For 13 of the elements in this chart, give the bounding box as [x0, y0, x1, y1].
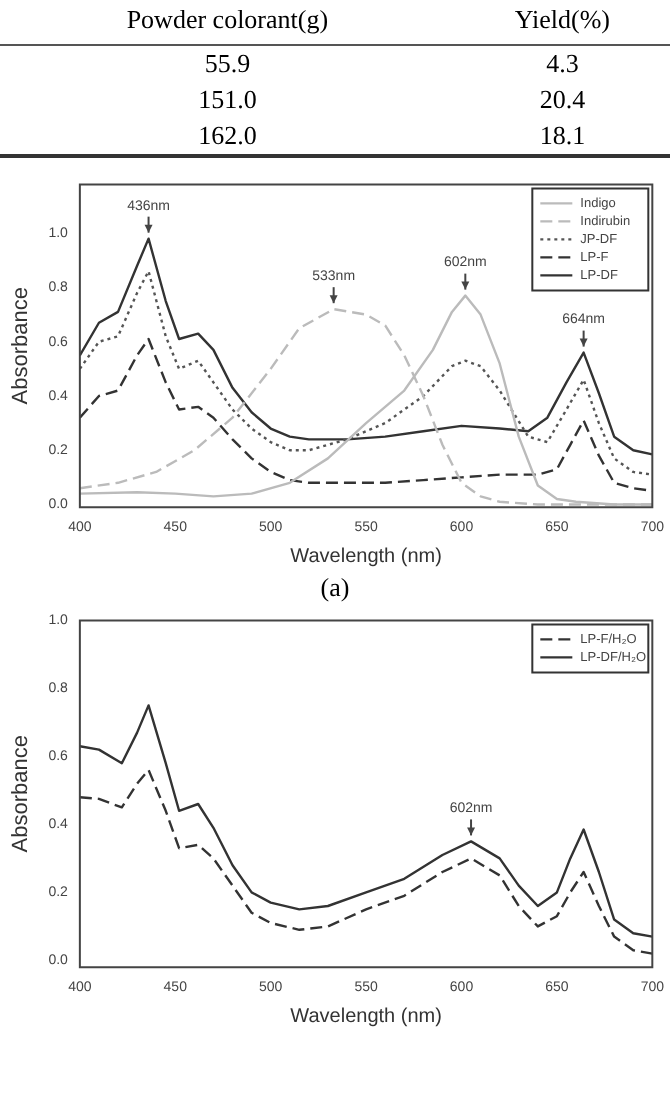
data-label: 20.4: [537, 82, 588, 118]
y-axis-title: Absorbance: [9, 287, 34, 405]
x-axis-title: Wavelength (nm): [290, 545, 442, 568]
data-label: 55.9: [202, 46, 253, 82]
x-axis-title: Wavelength (nm): [290, 1005, 442, 1028]
data-label: 151.0: [196, 82, 259, 118]
category-label: Yield(%): [454, 0, 670, 45]
text: (a): [318, 570, 352, 606]
data-label: 4.3: [544, 46, 581, 82]
y-axis-title: Absorbance: [9, 735, 34, 853]
data-label: 18.1: [537, 118, 588, 154]
category-label: Powder colorant(g): [0, 0, 455, 45]
data-label: 162.0: [196, 118, 259, 154]
